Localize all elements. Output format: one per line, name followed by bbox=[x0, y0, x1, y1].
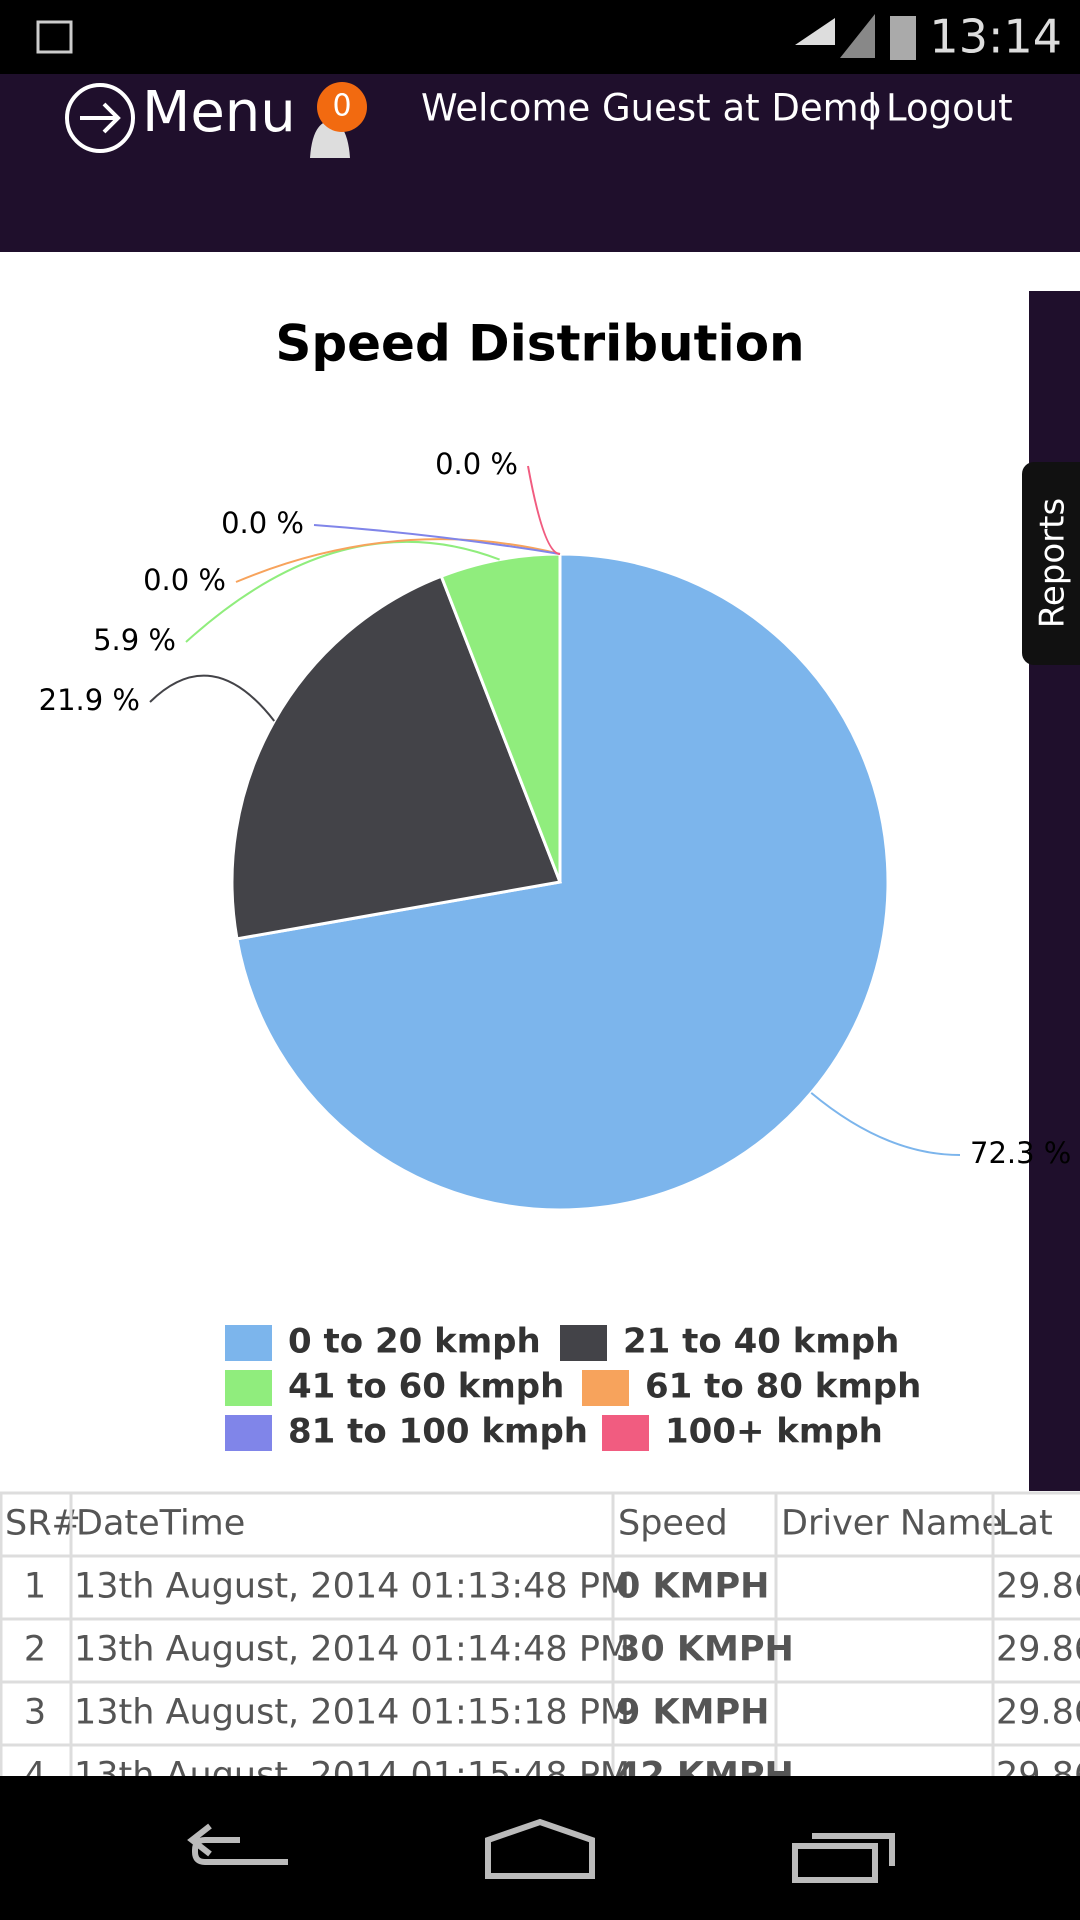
back-button[interactable] bbox=[187, 1823, 288, 1865]
legend-swatch bbox=[582, 1370, 629, 1406]
recents-back bbox=[812, 1833, 895, 1866]
legend-label[interactable]: 21 to 40 kmph bbox=[623, 1322, 899, 1362]
pie-slice[interactable] bbox=[235, 552, 890, 1212]
column-header: Lat bbox=[998, 1504, 1053, 1544]
column-header: DateTime bbox=[76, 1504, 245, 1544]
signal-icon bbox=[840, 14, 875, 58]
table-cell: 0 KMPH bbox=[616, 1567, 769, 1607]
legend-swatch bbox=[225, 1370, 272, 1406]
home-button[interactable] bbox=[485, 1818, 595, 1879]
menu-icon bbox=[65, 83, 135, 153]
connector bbox=[185, 540, 500, 643]
legend-swatch bbox=[225, 1415, 272, 1451]
battery-icon bbox=[890, 16, 916, 60]
legend-label[interactable]: 0 to 20 kmph bbox=[288, 1322, 541, 1362]
menu-arrow bbox=[80, 102, 121, 134]
legend-label[interactable]: 61 to 80 kmph bbox=[645, 1367, 921, 1407]
recents-button[interactable] bbox=[792, 1833, 895, 1883]
data-label: 21.9 % bbox=[39, 683, 140, 717]
table-cell: 3 bbox=[24, 1693, 46, 1733]
table-cell: 1 bbox=[24, 1567, 46, 1607]
pie-chart: 72.3 % 21.9 % 5.9 % 0.0 % 0.0 % 0.0 % bbox=[39, 447, 1071, 1212]
nav-bar bbox=[0, 1776, 1080, 1920]
notifications[interactable]: 0 bbox=[310, 82, 367, 158]
logout-link[interactable]: Logout bbox=[886, 87, 1013, 130]
separator: | bbox=[866, 87, 878, 130]
recents-front bbox=[792, 1843, 878, 1883]
data-label: 0.0 % bbox=[143, 563, 226, 597]
connector bbox=[235, 538, 561, 583]
table-cell: 29.86 bbox=[996, 1567, 1080, 1607]
connector bbox=[149, 674, 276, 722]
data-label: 5.9 % bbox=[93, 623, 176, 657]
table-cell: 13th August, 2014 01:15:18 PM bbox=[74, 1693, 630, 1733]
column-header: Speed bbox=[618, 1504, 728, 1544]
legend-swatch bbox=[602, 1415, 649, 1451]
data-label: 0.0 % bbox=[221, 506, 304, 540]
table-cell: 30 KMPH bbox=[616, 1630, 794, 1670]
legend-swatch bbox=[225, 1325, 272, 1361]
connector bbox=[313, 524, 561, 555]
menu-button[interactable]: Menu bbox=[65, 80, 296, 153]
column-header: SR# bbox=[5, 1504, 81, 1544]
table-cell: 2 bbox=[24, 1630, 46, 1670]
bell-icon bbox=[310, 110, 350, 158]
connector bbox=[810, 1092, 961, 1156]
column-header: Driver Name bbox=[781, 1504, 1003, 1544]
reports-tab-bg bbox=[1022, 462, 1080, 665]
status-bar bbox=[0, 0, 1080, 74]
table-cell: 9 KMPH bbox=[616, 1693, 769, 1733]
legend-label[interactable]: 100+ kmph bbox=[665, 1412, 883, 1452]
data-label: 72.3 % bbox=[970, 1136, 1071, 1170]
reports-tab[interactable]: Reports bbox=[1022, 462, 1080, 665]
header bbox=[0, 74, 1080, 252]
table-cell: 29.86 bbox=[996, 1630, 1080, 1670]
table-cell: 13th August, 2014 01:13:48 PM bbox=[74, 1567, 630, 1607]
badge-count: 0 bbox=[332, 89, 351, 124]
welcome-text: Welcome Guest at Demo bbox=[421, 87, 881, 130]
wifi-icon bbox=[795, 18, 835, 45]
connector bbox=[527, 465, 561, 555]
gallery-icon bbox=[36, 20, 73, 54]
table-cell: 13th August, 2014 01:14:48 PM bbox=[74, 1630, 630, 1670]
legend-swatch bbox=[560, 1325, 607, 1361]
reports-label: Reports bbox=[1033, 498, 1073, 628]
data-label: 0.0 % bbox=[435, 447, 518, 481]
legend: 0 to 20 kmph 21 to 40 kmph 41 to 60 kmph 61… bbox=[225, 1322, 921, 1452]
legend-label[interactable]: 41 to 60 kmph bbox=[288, 1367, 564, 1407]
pie-slice[interactable] bbox=[230, 574, 563, 941]
badge bbox=[317, 82, 367, 132]
table-cell: 29.86 bbox=[996, 1693, 1080, 1733]
legend-label[interactable]: 81 to 100 kmph bbox=[288, 1412, 588, 1452]
menu-label: Menu bbox=[142, 80, 296, 145]
chart-title: Speed Distribution bbox=[275, 315, 804, 373]
clock: 13:14 bbox=[929, 10, 1062, 64]
